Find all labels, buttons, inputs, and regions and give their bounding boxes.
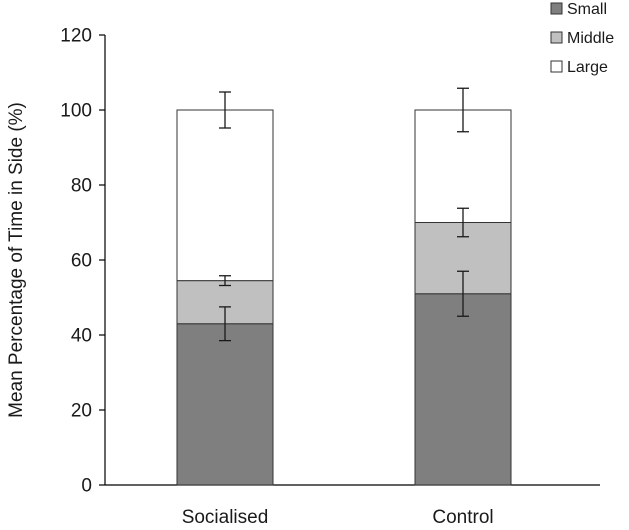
legend-swatch-small [550, 2, 563, 15]
error-bar [219, 91, 231, 129]
y-tick-label: 20 [71, 401, 92, 422]
error-bar [457, 207, 469, 238]
x-category-label: Socialised [182, 507, 269, 528]
y-axis-title: Mean Percentage of Time in Side (%) [6, 102, 27, 418]
legend: Small Middle Large [550, 1, 614, 76]
bar-segment-small-control [414, 293, 512, 486]
y-axis: 0 20 40 60 80 100 120 [60, 26, 106, 497]
legend-label-large: Large [567, 59, 608, 76]
error-bars [219, 87, 469, 342]
bar-segment-large-socialised [176, 109, 274, 282]
x-axis: Socialised Control [105, 484, 600, 528]
y-tick-label: 0 [81, 476, 92, 497]
legend-swatch-large [550, 60, 563, 73]
y-tick-label: 40 [71, 326, 92, 347]
y-tick-label: 80 [71, 176, 92, 197]
legend-swatch-middle [550, 31, 563, 44]
error-bar [457, 270, 469, 317]
y-tick-label: 100 [60, 101, 92, 122]
error-bar [219, 306, 231, 342]
legend-label-middle: Middle [567, 30, 614, 47]
error-bar [457, 87, 469, 133]
y-tick-label: 60 [71, 251, 92, 272]
error-bar [219, 275, 231, 287]
x-category-label: Control [432, 507, 493, 528]
y-tick-label: 120 [60, 26, 92, 47]
legend-label-small: Small [567, 1, 607, 18]
bars [176, 109, 512, 486]
bar-segment-small-socialised [176, 323, 274, 486]
